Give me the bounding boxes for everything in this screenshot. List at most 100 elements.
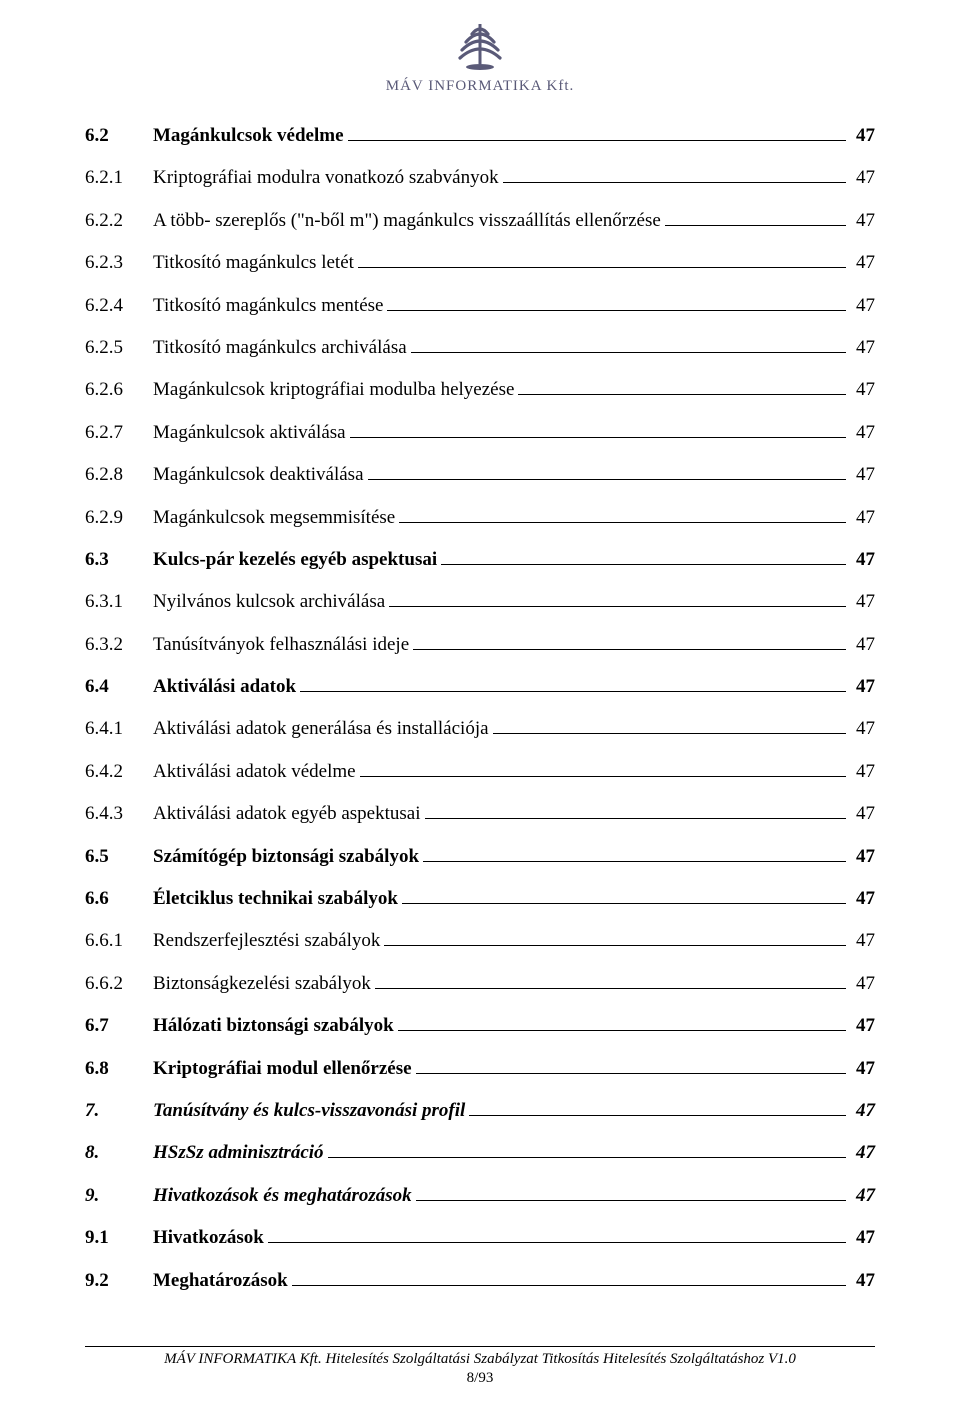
- toc-leader-line: [425, 799, 846, 819]
- toc-entry: 6.4.1Aktiválási adatok generálása és ins…: [85, 708, 875, 750]
- toc-entry: 6.6Életciklus technikai szabályok47: [85, 878, 875, 920]
- toc-entry-page: 47: [850, 926, 875, 956]
- page-header: MÁV INFORMATIKA Kft.: [85, 20, 875, 95]
- toc-entry-page: 47: [850, 1054, 875, 1084]
- toc-entry-title: Számítógép biztonsági szabályok: [153, 842, 419, 872]
- toc-entry: 6.2.1Kriptográfiai modulra vonatkozó sza…: [85, 157, 875, 199]
- toc-entry: 6.2.3Titkosító magánkulcs letét 47: [85, 242, 875, 284]
- page-footer: MÁV INFORMATIKA Kft. Hitelesítés Szolgál…: [85, 1346, 875, 1387]
- toc-entry-title: Magánkulcsok aktiválása: [153, 418, 346, 448]
- toc-leader-line: [441, 545, 846, 565]
- toc-leader-line: [469, 1096, 846, 1116]
- toc-leader-line: [268, 1223, 846, 1243]
- toc-entry-number: 6.4.3: [85, 799, 153, 829]
- toc-entry-title: Titkosító magánkulcs letét: [153, 248, 354, 278]
- toc-entry-number: 9.2: [85, 1266, 153, 1296]
- toc-entry-number: 6.6.2: [85, 969, 153, 999]
- toc-entry-title: Titkosító magánkulcs mentése: [153, 291, 383, 321]
- toc-entry-title: Kriptográfiai modulra vonatkozó szabvány…: [153, 163, 499, 193]
- toc-leader-line: [518, 375, 846, 395]
- toc-entry-title: Aktiválási adatok egyéb aspektusai: [153, 799, 421, 829]
- toc-entry-number: 6.6.1: [85, 926, 153, 956]
- toc-leader-line: [350, 418, 846, 438]
- toc-entry-number: 6.4.2: [85, 757, 153, 787]
- toc-entry: 6.2.5Titkosító magánkulcs archiválása 47: [85, 327, 875, 369]
- toc-entry-number: 6.4.1: [85, 714, 153, 744]
- toc-entry: 6.6.2Biztonságkezelési szabályok47: [85, 963, 875, 1005]
- toc-entry-number: 6.2.8: [85, 460, 153, 490]
- toc-leader-line: [387, 291, 846, 311]
- toc-entry-number: 9.1: [85, 1223, 153, 1253]
- toc-entry-page: 47: [850, 799, 875, 829]
- toc-entry-number: 9.: [85, 1181, 153, 1211]
- toc-entry-page: 47: [850, 460, 875, 490]
- toc-entry-number: 6.7: [85, 1011, 153, 1041]
- toc-entry-number: 6.3: [85, 545, 153, 575]
- toc-entry-title: Meghatározások: [153, 1266, 288, 1296]
- toc-entry: 6.5Számítógép biztonsági szabályok47: [85, 836, 875, 878]
- toc-entry-page: 47: [850, 630, 875, 660]
- company-name: MÁV INFORMATIKA Kft.: [386, 78, 575, 95]
- toc-leader-line: [300, 672, 846, 692]
- toc-entry-page: 47: [850, 1011, 875, 1041]
- company-logo: MÁV INFORMATIKA Kft.: [386, 20, 575, 95]
- toc-entry-title: Hálózati biztonsági szabályok: [153, 1011, 394, 1041]
- toc-leader-line: [328, 1138, 846, 1158]
- toc-entry-number: 7.: [85, 1096, 153, 1126]
- toc-leader-line: [493, 714, 846, 734]
- toc-entry-title: HSzSz adminisztráció: [153, 1138, 324, 1168]
- toc-entry: 6.3.1Nyilvános kulcsok archiválása47: [85, 581, 875, 623]
- toc-leader-line: [423, 842, 846, 862]
- toc-entry-page: 47: [850, 545, 875, 575]
- toc-entry-page: 47: [850, 333, 875, 363]
- toc-entry-page: 47: [850, 418, 875, 448]
- toc-entry: 6.4.3Aktiválási adatok egyéb aspektusai 4…: [85, 793, 875, 835]
- toc-leader-line: [399, 503, 846, 523]
- toc-entry-page: 47: [850, 714, 875, 744]
- toc-entry-number: 6.2.1: [85, 163, 153, 193]
- toc-entry-page: 47: [850, 672, 875, 702]
- toc-entry-number: 6.2.5: [85, 333, 153, 363]
- toc-entry-page: 47: [850, 206, 875, 236]
- toc-entry-page: 47: [850, 757, 875, 787]
- footer-rule: [85, 1346, 875, 1347]
- toc-leader-line: [384, 926, 846, 946]
- toc-leader-line: [503, 163, 846, 183]
- toc-entry-number: 6.2: [85, 121, 153, 151]
- toc-entry: 9.Hivatkozások és meghatározások47: [85, 1175, 875, 1217]
- toc-entry-title: Magánkulcsok megsemmisítése: [153, 503, 395, 533]
- toc-entry-number: 6.2.9: [85, 503, 153, 533]
- toc-entry-title: Biztonságkezelési szabályok: [153, 969, 371, 999]
- toc-entry-page: 47: [850, 248, 875, 278]
- toc-entry-title: Tanúsítvány és kulcs-visszavonási profil: [153, 1096, 465, 1126]
- toc-leader-line: [360, 757, 846, 777]
- toc-entry-title: Titkosító magánkulcs archiválása: [153, 333, 407, 363]
- toc-entry: 6.2.4Titkosító magánkulcs mentése47: [85, 285, 875, 327]
- toc-entry-title: Magánkulcsok deaktiválása: [153, 460, 364, 490]
- toc-entry: 6.3Kulcs-pár kezelés egyéb aspektusai47: [85, 539, 875, 581]
- toc-leader-line: [665, 206, 846, 226]
- toc-entry: 8.HSzSz adminisztráció47: [85, 1132, 875, 1174]
- toc-entry-page: 47: [850, 1223, 875, 1253]
- toc-entry-number: 6.4: [85, 672, 153, 702]
- toc-entry-title: Hivatkozások: [153, 1223, 264, 1253]
- toc-entry: 9.2Meghatározások 47: [85, 1260, 875, 1302]
- toc-entry-title: Magánkulcsok védelme: [153, 121, 344, 151]
- toc-entry-title: Tanúsítványok felhasználási ideje: [153, 630, 409, 660]
- toc-entry-page: 47: [850, 842, 875, 872]
- toc-entry-page: 47: [850, 291, 875, 321]
- toc-leader-line: [411, 333, 846, 353]
- toc-entry-number: 6.2.3: [85, 248, 153, 278]
- toc-leader-line: [416, 1054, 846, 1074]
- toc-entry-page: 47: [850, 503, 875, 533]
- toc-entry-number: 8.: [85, 1138, 153, 1168]
- toc-leader-line: [292, 1266, 846, 1286]
- toc-entry: 6.2.6Magánkulcsok kriptográfiai modulba …: [85, 369, 875, 411]
- footer-page-number: 8/93: [85, 1370, 875, 1387]
- toc-entry-title: Életciklus technikai szabályok: [153, 884, 398, 914]
- toc-leader-line: [348, 121, 846, 141]
- toc-entry-page: 47: [850, 1266, 875, 1296]
- toc-entry-title: Aktiválási adatok: [153, 672, 296, 702]
- toc-entry-page: 47: [850, 375, 875, 405]
- toc-entry-title: Rendszerfejlesztési szabályok: [153, 926, 380, 956]
